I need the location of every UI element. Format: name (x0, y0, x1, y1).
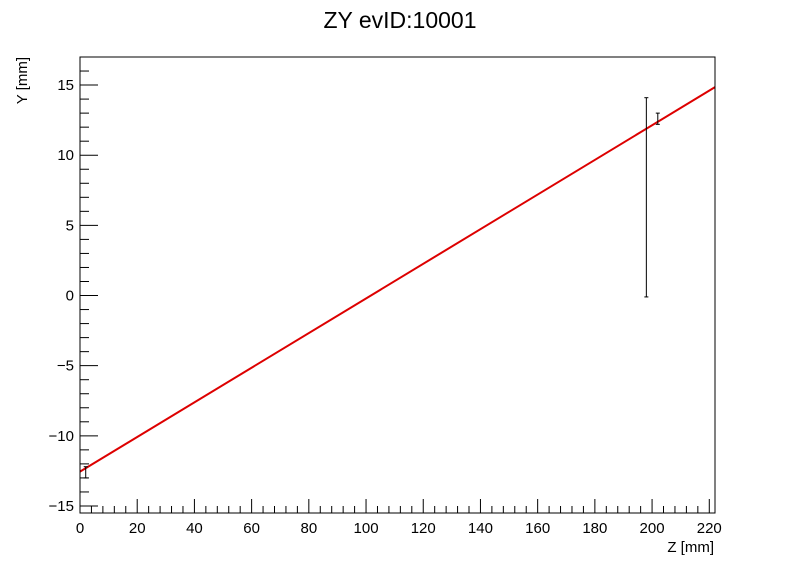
x-tick-label: 140 (468, 520, 493, 537)
x-tick-labels: 0 20 40 60 80 100 120 140 160 180 200 220 (76, 520, 722, 537)
chart-title: ZY evID:10001 (323, 7, 476, 33)
plot-frame (79, 56, 716, 514)
x-tick-label: 40 (186, 520, 203, 537)
y-tick-labels: −15 −10 −5 0 5 10 15 (49, 77, 74, 515)
x-tick-label: 80 (300, 520, 317, 537)
x-tick-label: 0 (76, 520, 84, 537)
x-tick-label: 20 (129, 520, 146, 537)
y-tick-label: 0 (66, 288, 74, 305)
y-tick-label: 10 (57, 147, 74, 164)
y-tick-label: −5 (57, 358, 74, 375)
x-tick-label: 200 (640, 520, 665, 537)
x-tick-label: 220 (697, 520, 722, 537)
y-tick-label: −15 (49, 498, 74, 515)
y-axis-label: Y [mm] (14, 57, 31, 104)
data-points (83, 97, 660, 479)
x-tick-label: 60 (243, 520, 260, 537)
data-point (83, 466, 88, 479)
y-tick-label: 15 (57, 77, 74, 94)
y-tick-label: 5 (66, 217, 74, 234)
x-axis-label: Z [mm] (667, 539, 714, 556)
data-point (644, 97, 649, 298)
x-tick-label: 160 (525, 520, 550, 537)
fit-line (79, 86, 716, 473)
axis-ticks (79, 56, 710, 513)
x-tick-label: 120 (411, 520, 436, 537)
data-point (655, 112, 660, 125)
y-tick-label: −10 (49, 428, 74, 445)
x-tick-label: 180 (582, 520, 607, 537)
x-tick-label: 100 (354, 520, 379, 537)
